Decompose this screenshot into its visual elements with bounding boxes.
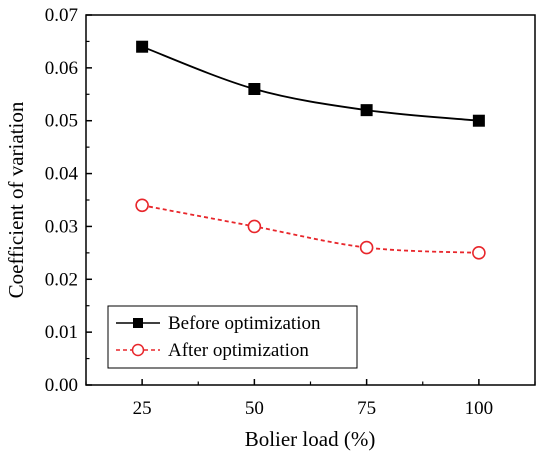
y-axis-title: Coefficient of variation bbox=[4, 101, 28, 298]
legend: Before optimization After optimization bbox=[107, 305, 358, 369]
data-point bbox=[472, 114, 485, 127]
x-tick-label: 50 bbox=[245, 398, 264, 419]
series-line bbox=[141, 204, 479, 254]
series-1 bbox=[135, 198, 486, 260]
data-point bbox=[359, 240, 374, 255]
legend-marker-after bbox=[131, 343, 145, 357]
data-point bbox=[136, 40, 149, 53]
y-axis-ticks: 0.00 0.01 0.02 0.03 0.04 0.05 0.06 0.07 bbox=[45, 5, 92, 396]
data-point bbox=[360, 104, 373, 117]
y-tick-label: 0.02 bbox=[45, 269, 78, 290]
legend-label-before: Before optimization bbox=[168, 313, 321, 334]
data-point bbox=[247, 219, 262, 234]
series-line bbox=[141, 45, 479, 122]
y-tick-label: 0.06 bbox=[45, 58, 78, 79]
data-point bbox=[472, 246, 486, 260]
y-tick-label: 0.07 bbox=[45, 5, 78, 26]
x-axis-ticks: 25 50 75 100 bbox=[85, 379, 536, 419]
legend-marker-before bbox=[133, 318, 143, 328]
legend-box bbox=[107, 305, 358, 369]
y-tick-label: 0.05 bbox=[45, 111, 78, 132]
x-axis-title: Bolier load (%) bbox=[245, 427, 376, 451]
x-tick-label: 75 bbox=[357, 398, 376, 419]
y-tick-label: 0.04 bbox=[45, 164, 79, 185]
y-tick-label: 0.00 bbox=[45, 375, 78, 396]
y-tick-label: 0.03 bbox=[45, 216, 78, 237]
legend-label-after: After optimization bbox=[168, 340, 309, 361]
series-layer bbox=[135, 40, 486, 260]
y-tick-label: 0.01 bbox=[45, 322, 78, 343]
series-0 bbox=[136, 40, 485, 127]
data-point bbox=[135, 198, 149, 213]
x-tick-label: 100 bbox=[465, 398, 494, 419]
x-tick-label: 25 bbox=[133, 398, 152, 419]
data-point bbox=[248, 83, 261, 95]
